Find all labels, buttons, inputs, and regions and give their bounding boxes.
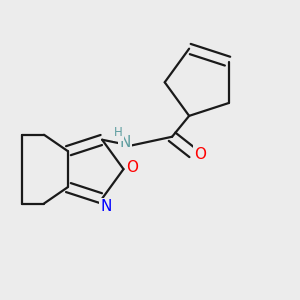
Text: H: H xyxy=(114,126,123,140)
Text: N: N xyxy=(101,199,112,214)
Text: N: N xyxy=(101,199,112,214)
Text: O: O xyxy=(126,160,138,175)
Text: O: O xyxy=(194,147,206,162)
Text: N: N xyxy=(119,135,131,150)
Text: H: H xyxy=(114,126,123,140)
Text: O: O xyxy=(126,160,138,175)
Text: O: O xyxy=(194,147,206,162)
Text: N: N xyxy=(119,135,131,150)
